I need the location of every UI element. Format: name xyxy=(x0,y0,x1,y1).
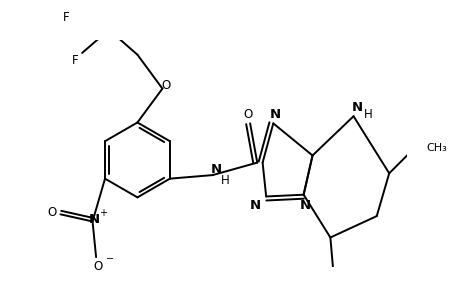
Text: O: O xyxy=(93,260,102,272)
Text: +: + xyxy=(99,208,107,218)
Text: O: O xyxy=(243,108,252,121)
Text: N: N xyxy=(351,101,362,114)
Text: N: N xyxy=(299,199,310,212)
Text: F: F xyxy=(63,11,69,24)
Text: N: N xyxy=(249,199,260,212)
Text: N: N xyxy=(210,163,221,176)
Text: CH₃: CH₃ xyxy=(426,143,447,153)
Text: O: O xyxy=(161,79,170,92)
Text: N: N xyxy=(89,213,100,226)
Text: −: − xyxy=(106,254,114,264)
Text: H: H xyxy=(363,108,371,121)
Text: H: H xyxy=(220,174,229,187)
Text: O: O xyxy=(47,206,56,219)
Text: F: F xyxy=(72,54,78,67)
Text: N: N xyxy=(269,108,280,121)
